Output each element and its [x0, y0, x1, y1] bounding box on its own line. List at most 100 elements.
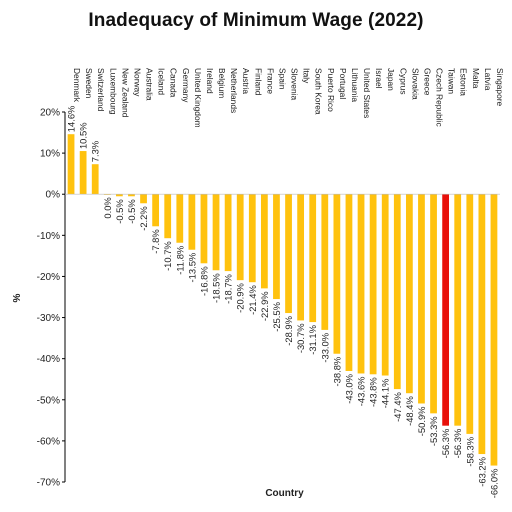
category-label: Switzerland: [96, 68, 106, 112]
data-label: 0.0%: [102, 197, 113, 218]
y-tick-label: -30%: [37, 313, 60, 324]
bar: [260, 194, 268, 289]
category-label: Australia: [145, 68, 155, 101]
bar: [405, 194, 413, 394]
category-label: Norway: [132, 68, 142, 97]
bar: [478, 194, 486, 455]
category-label: Canada: [169, 68, 179, 98]
data-label: -21.4%: [247, 285, 258, 315]
category-label: Portugal: [338, 68, 348, 99]
category-label: Ireland: [205, 68, 215, 94]
data-label: -13.5%: [186, 253, 197, 283]
bar: [490, 194, 498, 466]
x-axis-title: Country: [265, 488, 304, 499]
category-label: France: [265, 68, 275, 94]
data-label: -43.0%: [343, 374, 354, 404]
y-axis-title: %: [12, 293, 23, 302]
data-label: -2.2%: [138, 206, 149, 231]
bar: [430, 194, 437, 414]
bar: [236, 194, 244, 281]
bar: [176, 194, 184, 243]
y-tick-label: -10%: [37, 231, 60, 242]
data-label: -22.9%: [259, 291, 270, 321]
data-label: -43.6%: [356, 376, 367, 406]
category-label: Luxembourg: [108, 68, 118, 115]
category-label: Italy: [302, 68, 312, 84]
category-label: Singapore: [495, 68, 505, 107]
bar: [91, 164, 99, 195]
y-tick-label: 0%: [46, 190, 61, 201]
data-label: -47.4%: [392, 392, 403, 422]
category-label: Japan: [386, 68, 396, 91]
category-label: Czech Republic: [435, 68, 445, 127]
y-tick-label: -60%: [37, 436, 60, 447]
category-label: Cyprus: [398, 68, 408, 95]
bar: [442, 194, 450, 426]
bars: [67, 134, 498, 466]
bar: [140, 194, 147, 204]
bar: [309, 194, 317, 323]
data-label: -31.1%: [307, 325, 318, 355]
data-label: -10.7%: [162, 241, 173, 271]
data-label: -18.7%: [223, 274, 234, 304]
data-label: -30.7%: [295, 323, 306, 353]
category-label: Lithuania: [350, 68, 360, 102]
bar: [67, 134, 75, 195]
bar: [115, 194, 123, 197]
category-label: Spain: [277, 68, 287, 90]
data-label: -48.4%: [404, 396, 415, 426]
bar: [393, 194, 401, 390]
y-tick-label: -20%: [37, 272, 60, 283]
data-label: -53.3%: [428, 416, 439, 446]
bar: [381, 194, 389, 376]
bar: [200, 194, 208, 264]
data-label: -44.1%: [380, 379, 391, 409]
chart-title: Inadequacy of Minimum Wage (2022): [88, 10, 424, 31]
data-label: -66.0%: [488, 469, 499, 499]
y-tick-label: -40%: [37, 354, 60, 365]
category-labels: Denmark Sweden Switzerland Luxembourg New Ze…: [72, 68, 505, 128]
data-label: -16.8%: [198, 266, 209, 296]
data-label: -56.3%: [440, 429, 451, 459]
data-label: -58.3%: [464, 437, 475, 467]
category-label: Latvia: [483, 68, 493, 91]
data-label: -25.5%: [271, 302, 282, 332]
data-label: 14.6%: [66, 106, 77, 133]
bar: [152, 194, 160, 227]
category-label: United Kingdom: [193, 68, 203, 128]
data-labels: 14.6%10.5%7.3%0.0% -0.5% -0.5% -2.2%-7.8% -1…: [66, 106, 500, 499]
category-label: South Korea: [314, 68, 324, 115]
data-label: -11.8%: [174, 246, 185, 275]
category-label: Slovakia: [410, 68, 420, 100]
bar: [418, 194, 425, 404]
category-label: Iceland: [157, 68, 167, 95]
category-label: Austria: [241, 68, 251, 94]
bar: [248, 194, 256, 283]
data-label: -38.8%: [331, 357, 342, 387]
category-label: Malta: [471, 68, 481, 89]
bar: [321, 194, 329, 330]
category-label: Sweden: [84, 68, 94, 99]
y-tick-label: 20%: [40, 108, 60, 119]
data-label: -63.2%: [476, 457, 487, 487]
category-label: New Zealand: [120, 68, 130, 118]
category-label: Greece: [422, 68, 432, 96]
data-label: -43.8%: [368, 377, 379, 407]
category-label: Denmark: [72, 68, 82, 103]
category-label: Finland: [253, 68, 263, 96]
bar: [369, 194, 377, 375]
category-label: Belgium: [217, 68, 227, 98]
bar: [212, 194, 220, 271]
bar: [188, 194, 196, 250]
bar: [297, 194, 305, 321]
data-label: 10.5%: [78, 122, 89, 149]
data-label: -0.5%: [126, 199, 137, 224]
category-label: Israel: [374, 68, 384, 89]
category-label: United States: [362, 68, 372, 118]
y-tick-label: 10%: [40, 149, 60, 160]
y-axis-ticks: 20% 10% 0% -10% -20% -30% -40% -50% -60% -70%: [37, 108, 65, 489]
category-label: Estonia: [459, 68, 469, 96]
data-label: -0.5%: [114, 199, 125, 224]
data-label: -18.5%: [211, 273, 222, 303]
